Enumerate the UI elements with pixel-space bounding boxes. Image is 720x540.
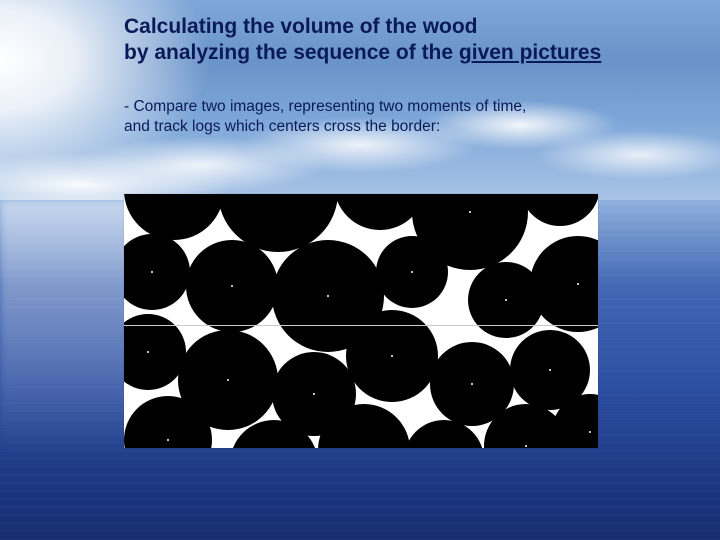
slide: Calculating the volume of the wood by an… <box>0 0 720 540</box>
border-line <box>124 325 598 326</box>
log-center-dot <box>505 299 507 301</box>
slide-title: Calculating the volume of the wood by an… <box>124 14 720 67</box>
log-center-dot <box>525 445 527 447</box>
log-circle <box>530 236 598 332</box>
slide-body: - Compare two images, representing two m… <box>124 97 720 139</box>
log-circle <box>124 194 224 240</box>
log-center-dot <box>327 295 329 297</box>
body-line-1: - Compare two images, representing two m… <box>124 97 720 118</box>
body-line-2: and track logs which centers cross the b… <box>124 117 720 138</box>
log-center-dot <box>589 431 591 433</box>
log-center-dot <box>147 351 149 353</box>
log-center-dot <box>151 271 153 273</box>
logs-figure <box>124 194 598 448</box>
log-circle <box>520 194 598 226</box>
title-line-2: by analyzing the sequence of the given p… <box>124 40 720 66</box>
content-area: Calculating the volume of the wood by an… <box>0 0 720 138</box>
log-center-dot <box>227 379 229 381</box>
log-center-dot <box>391 355 393 357</box>
title-line-2-underlined: given pictures <box>459 41 601 64</box>
title-line-2-prefix: by analyzing the sequence of the <box>124 41 459 64</box>
log-center-dot <box>469 211 471 213</box>
log-center-dot <box>577 283 579 285</box>
log-center-dot <box>231 285 233 287</box>
log-center-dot <box>471 383 473 385</box>
log-circle <box>124 234 190 310</box>
log-center-dot <box>313 393 315 395</box>
log-center-dot <box>411 271 413 273</box>
title-line-1: Calculating the volume of the wood <box>124 14 720 40</box>
log-center-dot <box>549 369 551 371</box>
log-center-dot <box>167 439 169 441</box>
logs-svg <box>124 194 598 448</box>
